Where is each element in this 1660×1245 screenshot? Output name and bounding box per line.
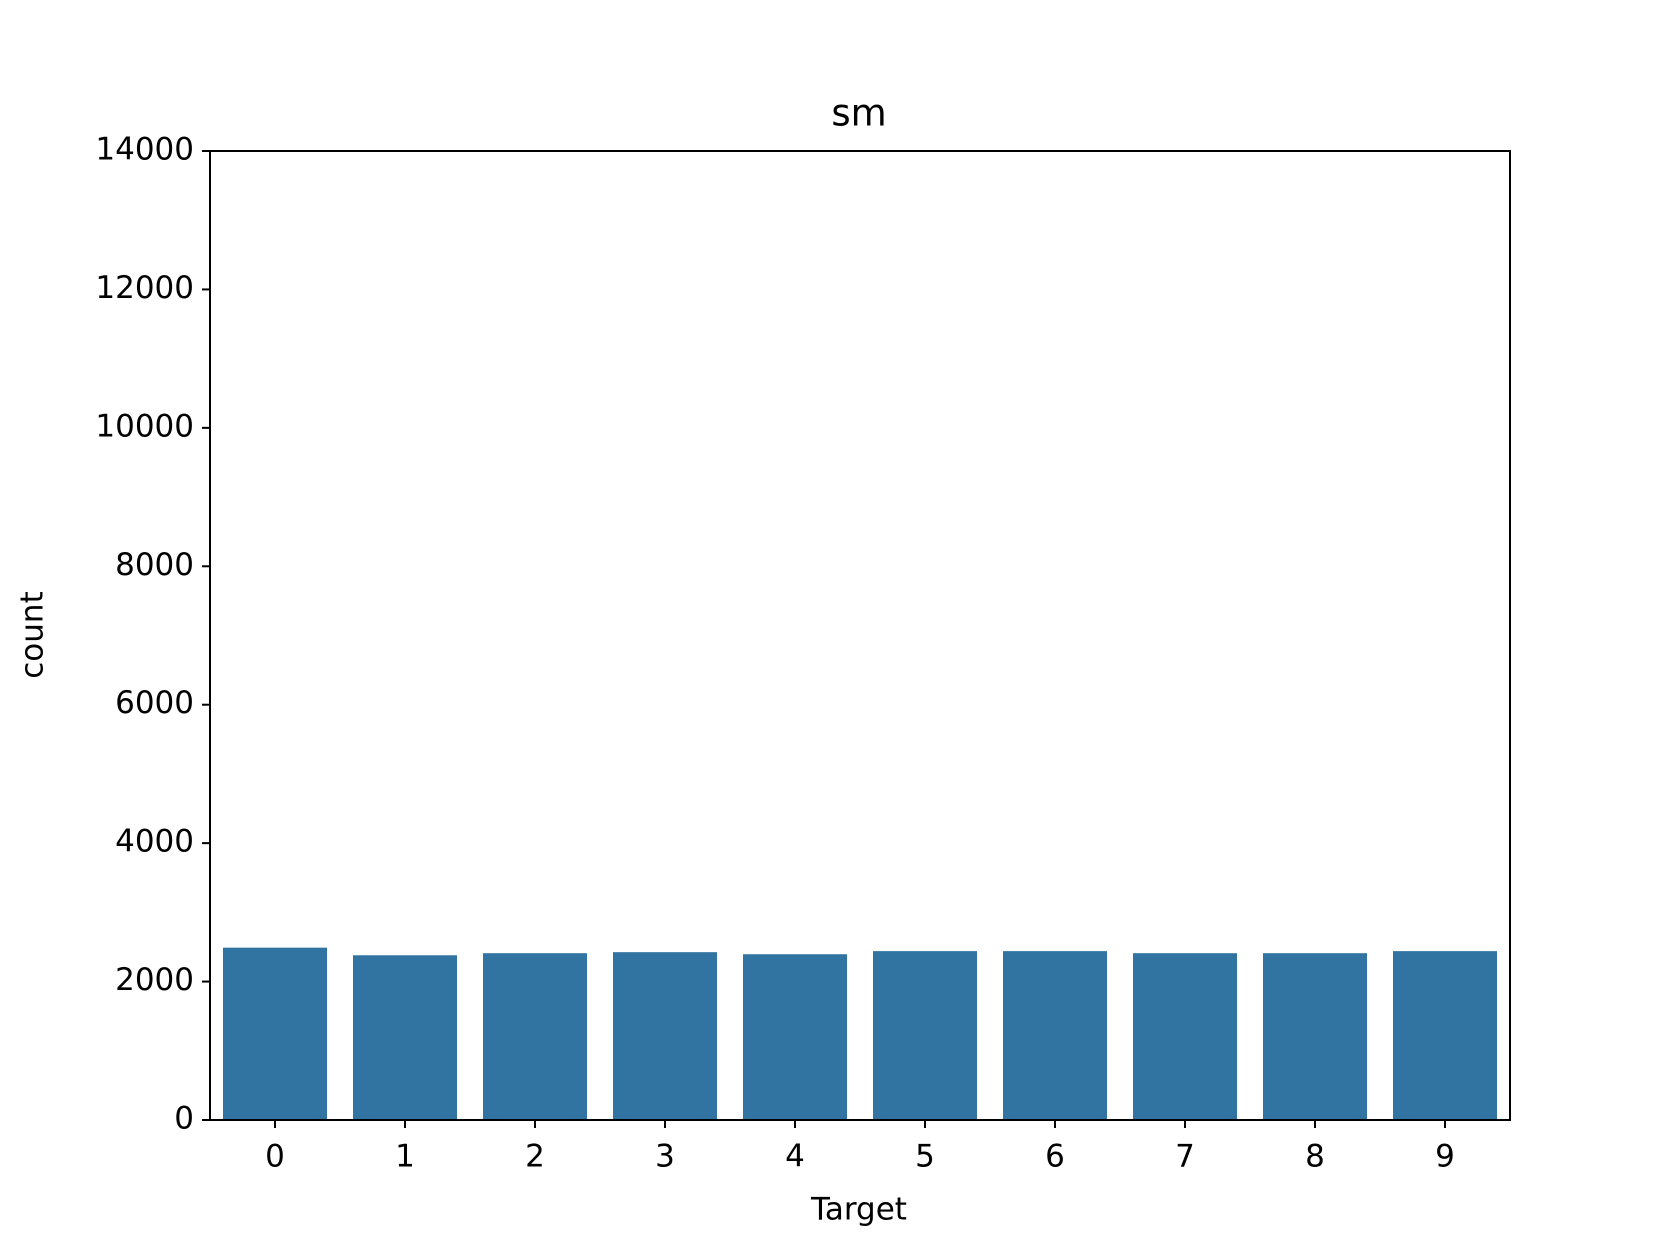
- x-tick-label: 3: [655, 1139, 675, 1175]
- x-tick-label: 9: [1435, 1139, 1455, 1175]
- bar: [483, 953, 587, 1120]
- bar: [1263, 953, 1367, 1120]
- x-tick-label: 5: [915, 1139, 935, 1175]
- y-tick-label: 0: [174, 1101, 194, 1137]
- bar: [873, 951, 977, 1120]
- x-tick-label: 1: [395, 1139, 415, 1175]
- y-tick-label: 10000: [95, 408, 194, 444]
- y-tick-label: 12000: [95, 270, 194, 306]
- bar: [1393, 951, 1497, 1120]
- y-tick-label: 14000: [95, 132, 194, 168]
- x-tick-label: 8: [1305, 1139, 1325, 1175]
- x-tick-label: 0: [265, 1139, 285, 1175]
- bar: [613, 952, 717, 1120]
- bar: [223, 947, 327, 1120]
- bar: [1003, 951, 1107, 1120]
- x-tick-label: 6: [1045, 1139, 1065, 1175]
- y-tick-label: 8000: [115, 547, 194, 583]
- bar: [743, 954, 847, 1120]
- y-tick-label: 2000: [115, 962, 194, 998]
- x-tick-label: 2: [525, 1139, 545, 1175]
- bar: [353, 955, 457, 1120]
- bar: [1133, 953, 1237, 1120]
- x-tick-label: 7: [1175, 1139, 1195, 1175]
- y-axis-label: count: [15, 591, 51, 678]
- plot-frame: [209, 150, 1511, 1121]
- x-axis-label: Target: [810, 1192, 907, 1228]
- y-tick-label: 4000: [115, 824, 194, 860]
- x-tick-label: 4: [785, 1139, 805, 1175]
- chart-title: sm: [831, 92, 886, 135]
- y-tick-label: 6000: [115, 685, 194, 721]
